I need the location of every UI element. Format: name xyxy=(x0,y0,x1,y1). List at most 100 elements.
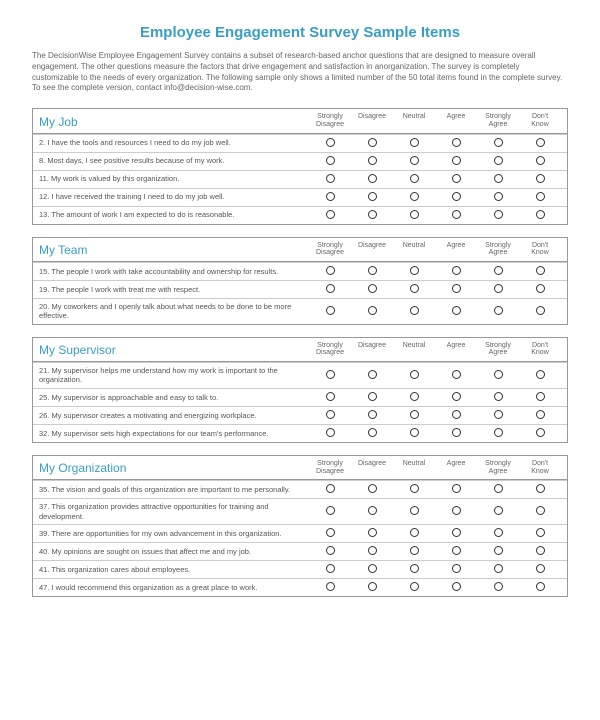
radio-button[interactable] xyxy=(494,528,503,537)
radio-button[interactable] xyxy=(536,392,545,401)
radio-button[interactable] xyxy=(326,156,335,165)
radio-button[interactable] xyxy=(536,484,545,493)
radio-button[interactable] xyxy=(452,484,461,493)
radio-button[interactable] xyxy=(452,266,461,275)
radio-button[interactable] xyxy=(536,370,545,379)
radio-button[interactable] xyxy=(452,156,461,165)
radio-button[interactable] xyxy=(494,138,503,147)
radio-button[interactable] xyxy=(494,210,503,219)
radio-button[interactable] xyxy=(536,138,545,147)
radio-button[interactable] xyxy=(536,284,545,293)
radio-button[interactable] xyxy=(452,582,461,591)
radio-button[interactable] xyxy=(410,210,419,219)
radio-button[interactable] xyxy=(368,306,377,315)
radio-button[interactable] xyxy=(368,428,377,437)
radio-button[interactable] xyxy=(494,370,503,379)
radio-button[interactable] xyxy=(536,564,545,573)
radio-button[interactable] xyxy=(326,410,335,419)
radio-button[interactable] xyxy=(368,546,377,555)
radio-button[interactable] xyxy=(368,484,377,493)
radio-button[interactable] xyxy=(410,582,419,591)
radio-button[interactable] xyxy=(494,546,503,555)
radio-button[interactable] xyxy=(452,210,461,219)
radio-button[interactable] xyxy=(410,156,419,165)
radio-button[interactable] xyxy=(494,410,503,419)
radio-button[interactable] xyxy=(494,484,503,493)
radio-button[interactable] xyxy=(452,306,461,315)
radio-button[interactable] xyxy=(368,370,377,379)
radio-button[interactable] xyxy=(368,174,377,183)
radio-button[interactable] xyxy=(326,138,335,147)
radio-button[interactable] xyxy=(536,582,545,591)
radio-button[interactable] xyxy=(326,582,335,591)
radio-button[interactable] xyxy=(410,484,419,493)
radio-button[interactable] xyxy=(326,428,335,437)
radio-button[interactable] xyxy=(494,156,503,165)
radio-button[interactable] xyxy=(326,484,335,493)
radio-button[interactable] xyxy=(326,266,335,275)
radio-button[interactable] xyxy=(326,528,335,537)
radio-button[interactable] xyxy=(410,192,419,201)
radio-button[interactable] xyxy=(494,582,503,591)
radio-button[interactable] xyxy=(368,528,377,537)
radio-button[interactable] xyxy=(536,156,545,165)
radio-button[interactable] xyxy=(368,506,377,515)
radio-button[interactable] xyxy=(368,284,377,293)
radio-button[interactable] xyxy=(452,410,461,419)
radio-button[interactable] xyxy=(410,174,419,183)
radio-button[interactable] xyxy=(368,392,377,401)
radio-button[interactable] xyxy=(494,266,503,275)
radio-button[interactable] xyxy=(326,370,335,379)
radio-button[interactable] xyxy=(410,564,419,573)
radio-button[interactable] xyxy=(536,506,545,515)
radio-button[interactable] xyxy=(452,392,461,401)
radio-button[interactable] xyxy=(494,306,503,315)
radio-button[interactable] xyxy=(410,528,419,537)
radio-button[interactable] xyxy=(368,266,377,275)
radio-button[interactable] xyxy=(368,210,377,219)
radio-button[interactable] xyxy=(326,506,335,515)
radio-button[interactable] xyxy=(326,210,335,219)
radio-button[interactable] xyxy=(410,392,419,401)
radio-button[interactable] xyxy=(410,410,419,419)
radio-button[interactable] xyxy=(452,528,461,537)
radio-button[interactable] xyxy=(494,284,503,293)
radio-button[interactable] xyxy=(452,192,461,201)
radio-button[interactable] xyxy=(326,192,335,201)
radio-button[interactable] xyxy=(368,564,377,573)
radio-button[interactable] xyxy=(452,564,461,573)
radio-button[interactable] xyxy=(410,546,419,555)
radio-button[interactable] xyxy=(326,174,335,183)
radio-button[interactable] xyxy=(536,210,545,219)
radio-button[interactable] xyxy=(368,410,377,419)
radio-button[interactable] xyxy=(368,156,377,165)
radio-button[interactable] xyxy=(452,506,461,515)
radio-button[interactable] xyxy=(494,564,503,573)
radio-button[interactable] xyxy=(410,138,419,147)
radio-button[interactable] xyxy=(452,284,461,293)
radio-button[interactable] xyxy=(452,370,461,379)
radio-button[interactable] xyxy=(494,428,503,437)
radio-button[interactable] xyxy=(326,564,335,573)
radio-button[interactable] xyxy=(494,192,503,201)
radio-button[interactable] xyxy=(410,506,419,515)
radio-button[interactable] xyxy=(326,306,335,315)
radio-button[interactable] xyxy=(410,284,419,293)
radio-button[interactable] xyxy=(410,306,419,315)
radio-button[interactable] xyxy=(326,284,335,293)
radio-button[interactable] xyxy=(368,192,377,201)
radio-button[interactable] xyxy=(368,138,377,147)
radio-button[interactable] xyxy=(452,174,461,183)
radio-button[interactable] xyxy=(452,428,461,437)
radio-button[interactable] xyxy=(410,370,419,379)
radio-button[interactable] xyxy=(536,306,545,315)
radio-button[interactable] xyxy=(326,392,335,401)
radio-button[interactable] xyxy=(536,266,545,275)
radio-button[interactable] xyxy=(494,506,503,515)
radio-button[interactable] xyxy=(410,428,419,437)
radio-button[interactable] xyxy=(494,174,503,183)
radio-button[interactable] xyxy=(536,428,545,437)
radio-button[interactable] xyxy=(410,266,419,275)
radio-button[interactable] xyxy=(536,528,545,537)
radio-button[interactable] xyxy=(326,546,335,555)
